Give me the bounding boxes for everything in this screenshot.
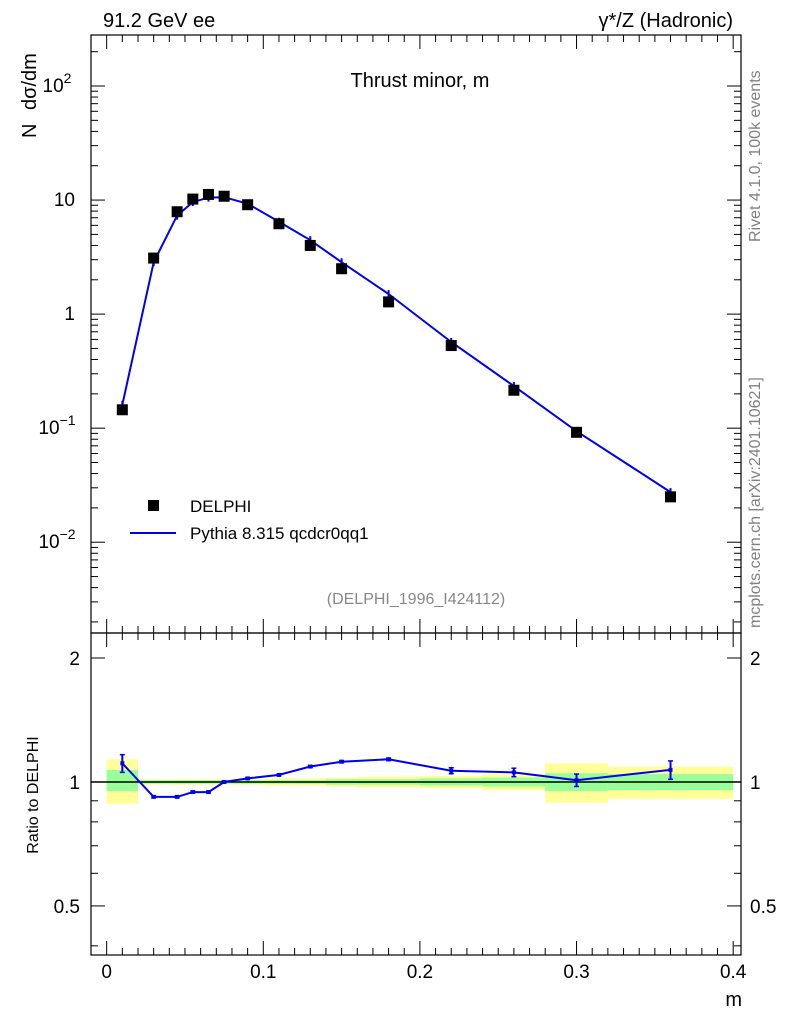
data-point bbox=[383, 296, 395, 308]
ratio-ytick-label-right: 0.5 bbox=[750, 897, 776, 918]
main-ylabel-dsigma: dσ/dm bbox=[19, 53, 41, 110]
ratio-panel: Ratio to DELPHI 2 2 1 1 0.5 0.5 0 0.1 0.2 0.3 0.4… bbox=[25, 632, 777, 1011]
main-ytick-label: 10−2 bbox=[38, 526, 75, 553]
ratio-ytick-label-right: 2 bbox=[750, 649, 761, 670]
ratio-point bbox=[339, 759, 344, 764]
ratio-ytick-label-right: 1 bbox=[750, 773, 761, 794]
main-ytick-label-exp: −2 bbox=[60, 526, 76, 542]
ratio-point bbox=[222, 779, 227, 784]
ratio-point bbox=[151, 794, 156, 799]
ratio-point bbox=[206, 790, 211, 795]
data-point bbox=[148, 252, 160, 264]
main-ytick-label: 1 bbox=[64, 304, 75, 325]
ratio-frame bbox=[90, 632, 742, 956]
ratio-ticks bbox=[91, 633, 741, 955]
analysis-label: (DELPHI_1996_I424112) bbox=[327, 591, 506, 608]
data-point bbox=[571, 426, 583, 438]
ratio-ytick-label-left: 2 bbox=[69, 649, 80, 670]
ratio-point bbox=[120, 761, 125, 766]
legend-marker-delphi bbox=[148, 500, 159, 511]
ratio-ytick-label-left: 0.5 bbox=[54, 897, 80, 918]
ratio-xtick-label: 0.4 bbox=[720, 962, 747, 983]
ratio-point bbox=[276, 772, 281, 777]
main-ytick-label-base: 10 bbox=[38, 418, 59, 439]
data-point bbox=[273, 218, 285, 230]
mc-line bbox=[121, 196, 672, 493]
data-point bbox=[202, 188, 214, 200]
data-point bbox=[336, 263, 348, 275]
ratio-xlabel: m bbox=[725, 989, 742, 1011]
main-ytick-label-base: 10 bbox=[43, 76, 64, 97]
main-ytick-label: 10 bbox=[54, 190, 75, 211]
ratio-xtick-label: 0.2 bbox=[407, 962, 433, 983]
header-right: γ*/Z (Hadronic) bbox=[599, 10, 733, 32]
main-ticks bbox=[91, 35, 741, 633]
data-point bbox=[116, 404, 128, 416]
data-point bbox=[508, 384, 520, 396]
main-ylabel-n: N bbox=[19, 124, 41, 138]
ratio-point bbox=[308, 764, 313, 769]
main-series bbox=[116, 188, 677, 503]
main-ytick-label-exp: 2 bbox=[64, 70, 72, 86]
ratio-point bbox=[449, 768, 454, 773]
main-ytick-label-exp: −1 bbox=[60, 412, 76, 428]
legend-label-delphi: DELPHI bbox=[190, 497, 251, 516]
ratio-point bbox=[175, 794, 180, 799]
header-left: 91.2 GeV ee bbox=[103, 10, 215, 32]
ratio-point bbox=[668, 767, 673, 772]
main-ytick-label: 10−1 bbox=[38, 412, 75, 439]
main-ytick-label-base: 10 bbox=[38, 532, 59, 553]
main-title: Thrust minor, m bbox=[351, 70, 490, 92]
mcplots-label: mcplots.cern.ch [arXiv:2401.10621] bbox=[747, 377, 764, 628]
band-inner bbox=[106, 769, 138, 792]
data-point bbox=[187, 193, 199, 205]
data-point bbox=[304, 239, 316, 251]
ratio-ylabel: Ratio to DELPHI bbox=[25, 736, 42, 853]
data-point bbox=[445, 340, 457, 352]
ratio-point bbox=[190, 790, 195, 795]
ratio-xtick-label: 0.1 bbox=[250, 962, 276, 983]
main-panel: Thrust minor, m N dσ/dm (DELPHI_1996_I42… bbox=[19, 34, 742, 634]
ratio-xtick-labels: 0 0.1 0.2 0.3 0.4 bbox=[101, 962, 746, 983]
main-ylabel: N dσ/dm bbox=[19, 53, 41, 138]
ratio-series bbox=[119, 753, 674, 799]
main-ytick-label: 102 bbox=[43, 70, 72, 97]
legend-label-pythia: Pythia 8.315 qcdcr0qq1 bbox=[190, 524, 369, 543]
ratio-xtick-label: 0 bbox=[101, 962, 112, 983]
ratio-point bbox=[511, 770, 516, 775]
ratio-point bbox=[245, 776, 250, 781]
data-point bbox=[242, 199, 254, 211]
data-point bbox=[171, 206, 183, 218]
ratio-point bbox=[386, 757, 391, 762]
ratio-ytick-label-left: 1 bbox=[69, 773, 80, 794]
main-frame bbox=[90, 34, 742, 634]
ratio-point bbox=[574, 778, 579, 783]
ratio-xtick-label: 0.3 bbox=[563, 962, 589, 983]
rivet-label: Rivet 4.1.0, 100k events bbox=[747, 70, 764, 242]
legend: DELPHI Pythia 8.315 qcdcr0qq1 bbox=[130, 497, 369, 543]
data-point bbox=[665, 491, 677, 503]
data-point bbox=[218, 190, 230, 202]
ratio-ytick-labels: 2 2 1 1 0.5 0.5 bbox=[54, 649, 777, 918]
